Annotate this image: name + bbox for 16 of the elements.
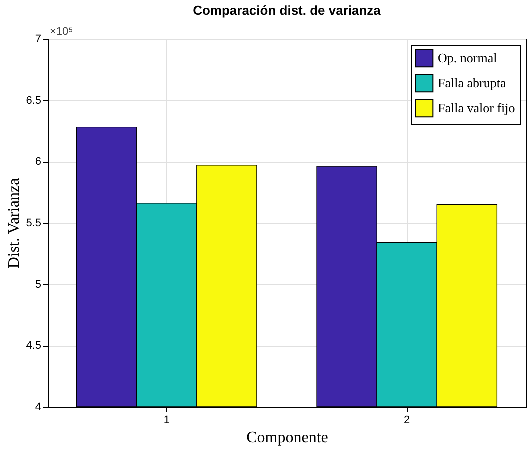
y-axis-title: Dist. Varianza <box>6 178 24 269</box>
y-tick-label: 5.5 <box>26 218 42 230</box>
y-tick-label: 6.5 <box>26 94 42 107</box>
y-tick-label: 4 <box>35 402 42 414</box>
legend-label: Falla abrupta <box>438 76 506 90</box>
y-tick-label: 6 <box>35 156 42 168</box>
y-tick-label: 7 <box>35 34 42 46</box>
x-axis-title: Componente <box>246 430 328 446</box>
legend-label: Op. normal <box>438 50 498 66</box>
x-tick-label: 2 <box>404 414 410 426</box>
x-tick-label: 1 <box>164 414 170 426</box>
text: ×10⁵ <box>50 26 74 38</box>
y-tick-label: 4.5 <box>26 340 42 352</box>
legend-label: Falla valor fijo <box>438 100 516 116</box>
y-tick-label: 5 <box>35 278 42 291</box>
chart-title: Comparación dist. de varianza <box>193 3 382 18</box>
